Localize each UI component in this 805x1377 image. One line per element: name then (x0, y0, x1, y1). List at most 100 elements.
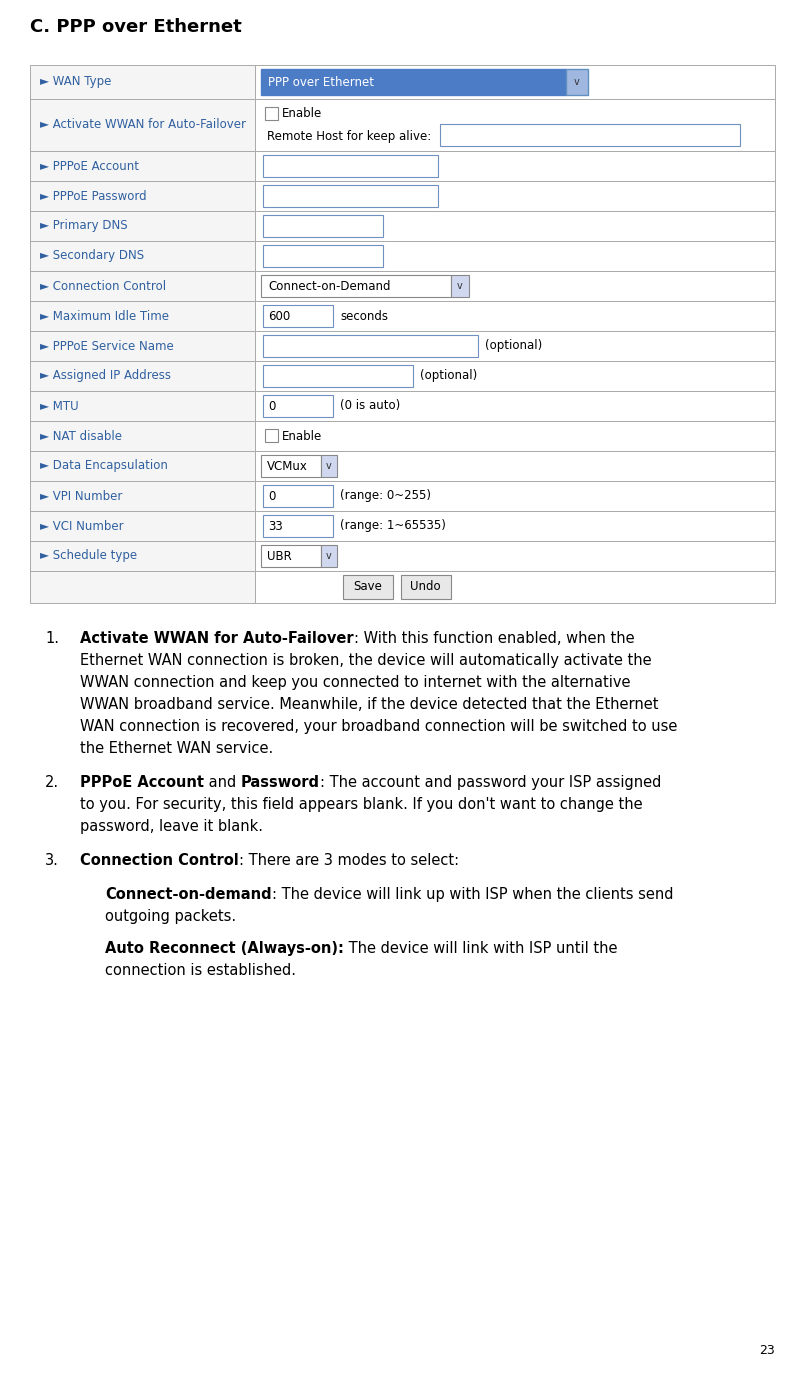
Text: ► Primary DNS: ► Primary DNS (40, 219, 128, 233)
Text: v: v (326, 461, 332, 471)
Bar (263, 215, 383, 237)
Bar (263, 515, 333, 537)
Bar (255, 271, 775, 302)
Text: (0 is auto): (0 is auto) (340, 399, 400, 413)
Bar (30, 511, 255, 541)
Text: 1.: 1. (45, 631, 59, 646)
Text: 33: 33 (268, 519, 283, 533)
Text: ► VPI Number: ► VPI Number (40, 489, 122, 503)
Text: ► MTU: ► MTU (40, 399, 79, 413)
Bar (255, 541, 775, 571)
Bar (255, 330, 775, 361)
Text: connection is established.: connection is established. (105, 963, 296, 978)
Bar (255, 211, 775, 241)
Text: ► WAN Type: ► WAN Type (40, 76, 111, 88)
Bar (255, 241, 775, 271)
Text: Connection Control: Connection Control (80, 852, 239, 868)
Text: Remote Host for keep alive:: Remote Host for keep alive: (267, 129, 431, 143)
Bar (342, 576, 393, 599)
Bar (30, 180, 255, 211)
Bar (255, 481, 775, 511)
Bar (451, 275, 469, 297)
Bar (401, 576, 451, 599)
Text: and: and (204, 775, 241, 790)
Bar (30, 271, 255, 302)
Text: 600: 600 (268, 310, 291, 322)
Bar (30, 391, 255, 421)
Text: v: v (457, 281, 463, 291)
Bar (255, 361, 775, 391)
Bar (261, 69, 566, 95)
Text: UBR: UBR (267, 549, 291, 562)
Text: v: v (326, 551, 332, 560)
Bar (261, 275, 451, 297)
Text: ► Data Encapsulation: ► Data Encapsulation (40, 460, 168, 472)
Bar (263, 304, 333, 326)
Bar (255, 391, 775, 421)
Text: The device will link with ISP until the: The device will link with ISP until the (344, 940, 617, 956)
Text: (optional): (optional) (420, 369, 477, 383)
Bar (440, 124, 740, 146)
Bar (30, 541, 255, 571)
Bar (261, 454, 321, 476)
Text: Save: Save (353, 581, 382, 593)
Bar (255, 511, 775, 541)
Bar (30, 241, 255, 271)
Text: 0: 0 (268, 399, 275, 413)
Text: the Ethernet WAN service.: the Ethernet WAN service. (80, 741, 273, 756)
Text: WAN connection is recovered, your broadband connection will be switched to use: WAN connection is recovered, your broadb… (80, 719, 677, 734)
Text: VCMux: VCMux (267, 460, 308, 472)
Text: PPPoE Account: PPPoE Account (80, 775, 204, 790)
Bar (265, 430, 278, 442)
Text: Auto Reconnect (Always-on):: Auto Reconnect (Always-on): (105, 940, 344, 956)
Text: ► VCI Number: ► VCI Number (40, 519, 124, 533)
Text: Activate WWAN for Auto-Failover: Activate WWAN for Auto-Failover (80, 631, 353, 646)
Text: ► Schedule type: ► Schedule type (40, 549, 137, 562)
Bar (263, 395, 333, 417)
Bar (255, 302, 775, 330)
Bar (30, 211, 255, 241)
Text: ► Activate WWAN for Auto-Failover: ► Activate WWAN for Auto-Failover (40, 118, 246, 131)
Text: WWAN broadband service. Meanwhile, if the device detected that the Ethernet: WWAN broadband service. Meanwhile, if th… (80, 697, 658, 712)
Text: ► Connection Control: ► Connection Control (40, 280, 166, 292)
Text: Ethernet WAN connection is broken, the device will automatically activate the: Ethernet WAN connection is broken, the d… (80, 653, 651, 668)
Bar (30, 330, 255, 361)
Bar (30, 65, 255, 99)
Text: ► PPPoE Service Name: ► PPPoE Service Name (40, 340, 174, 353)
Bar (263, 156, 438, 178)
Text: ► PPPoE Account: ► PPPoE Account (40, 160, 139, 172)
Bar (30, 361, 255, 391)
Text: to you. For security, this field appears blank. If you don't want to change the: to you. For security, this field appears… (80, 797, 642, 812)
Text: (range: 1~65535): (range: 1~65535) (340, 519, 446, 533)
Bar (566, 69, 588, 95)
Bar (30, 481, 255, 511)
Text: PPP over Ethernet: PPP over Ethernet (268, 76, 374, 88)
Bar (263, 485, 333, 507)
Text: 2.: 2. (45, 775, 59, 790)
Text: : There are 3 modes to select:: : There are 3 modes to select: (239, 852, 459, 868)
Bar (263, 335, 478, 357)
Text: 0: 0 (268, 489, 275, 503)
Text: Password: Password (241, 775, 320, 790)
Text: ► Secondary DNS: ► Secondary DNS (40, 249, 144, 263)
Bar (321, 545, 337, 567)
Text: seconds: seconds (340, 310, 388, 322)
Bar (261, 545, 321, 567)
Bar (255, 452, 775, 481)
Bar (255, 180, 775, 211)
Bar (30, 571, 255, 603)
Text: ► Assigned IP Address: ► Assigned IP Address (40, 369, 171, 383)
Bar (263, 245, 383, 267)
Bar (30, 99, 255, 151)
Text: password, leave it blank.: password, leave it blank. (80, 819, 263, 834)
Bar (30, 302, 255, 330)
Bar (265, 106, 278, 120)
Text: ► Maximum Idle Time: ► Maximum Idle Time (40, 310, 169, 322)
Text: Undo: Undo (411, 581, 441, 593)
Bar (30, 151, 255, 180)
Text: Enable: Enable (282, 430, 322, 442)
Text: outgoing packets.: outgoing packets. (105, 909, 236, 924)
Text: Connect-on-Demand: Connect-on-Demand (268, 280, 390, 292)
Bar (255, 421, 775, 452)
Bar (30, 452, 255, 481)
